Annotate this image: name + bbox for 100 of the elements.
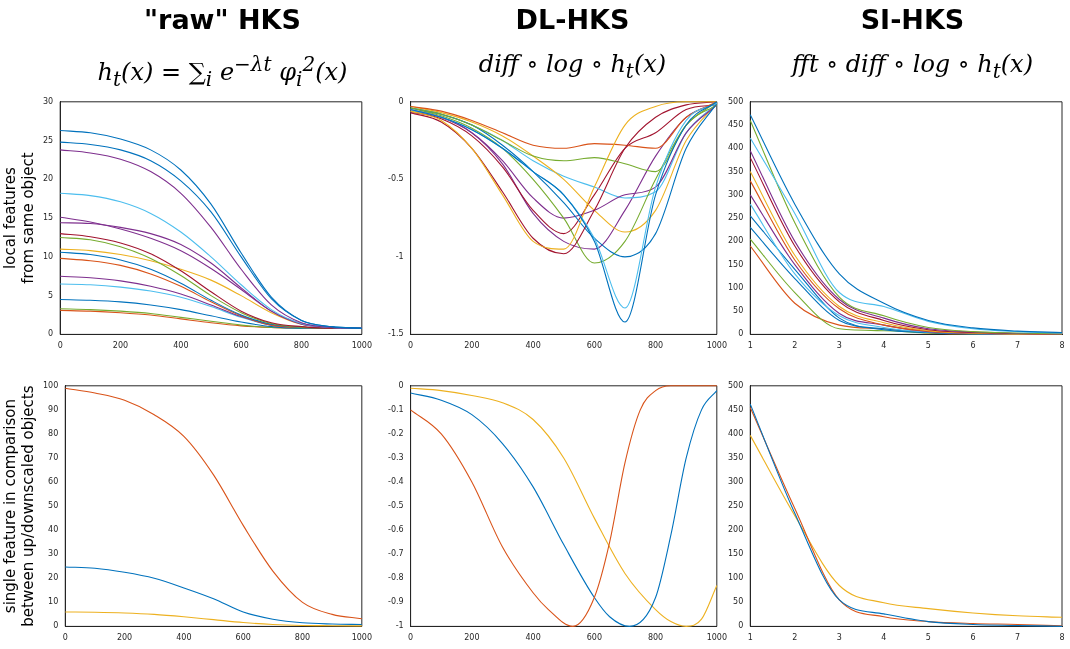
text: h$_{t}$(x) = ∑$_{i}$ e$^{−λt}$ φ$_{i}$$^{2}$(x) <box>97 52 348 91</box>
y-tick-label: 0 <box>398 380 404 390</box>
x-tick-label: 800 <box>647 633 664 643</box>
y-tick-label: 250 <box>727 213 744 223</box>
y-tick-label: -0.3 <box>388 453 404 463</box>
x-tick-label: 3 <box>836 341 842 351</box>
chart-subtitle: fft ∘ diff ∘ log ∘ h$_{t}$(x) <box>789 49 1034 85</box>
x-tick-label: 6 <box>970 633 976 643</box>
x-tick-label: 1000 <box>706 633 727 643</box>
x-tick-label: 1000 <box>351 633 372 643</box>
x-tick-label: 5 <box>925 633 931 643</box>
y-tick-label: 30 <box>42 96 54 106</box>
chart-subtitle: diff ∘ log ∘ h$_{t}$(x) <box>477 49 668 85</box>
y-tick-label: 0 <box>738 329 744 339</box>
y-tick-label: 150 <box>727 259 744 269</box>
x-tick-label: 400 <box>173 341 189 351</box>
x-tick-label: 4 <box>881 341 887 351</box>
y-tick-label: 0 <box>398 96 404 106</box>
y-tick-label: 200 <box>727 525 744 535</box>
x-tick-label: 7 <box>1014 633 1021 643</box>
y-tick-label: 400 <box>727 143 744 153</box>
y-tick-label: 200 <box>727 236 744 246</box>
y-tick-label: 100 <box>42 380 59 390</box>
y-tick-label: 500 <box>727 96 744 106</box>
y-axis-title: single feature in comparison between up/downscaled objects <box>0 385 37 627</box>
x-tick-label: 600 <box>586 341 602 351</box>
y-tick-label: 0 <box>48 329 54 339</box>
y-tick-label: 80 <box>48 429 59 438</box>
y-tick-label: 60 <box>48 477 59 487</box>
x-tick-label: 7 <box>1014 341 1021 351</box>
y-tick-label: 30 <box>48 549 59 559</box>
y-tick-label: 450 <box>727 120 744 130</box>
x-tick-label: 5 <box>925 341 931 351</box>
y-tick-label: 100 <box>727 282 744 292</box>
y-tick-label: -0.8 <box>388 573 404 583</box>
y-tick-label: 50 <box>48 501 59 511</box>
y-tick-label: -0.9 <box>388 597 404 607</box>
x-tick-label: 0 <box>62 633 68 643</box>
y-tick-label: 350 <box>727 453 744 463</box>
y-tick-label: -0.7 <box>388 549 404 559</box>
x-tick-label: 400 <box>176 633 192 643</box>
y-tick-label: -1 <box>395 251 404 261</box>
y-tick-label: 15 <box>42 213 54 223</box>
y-tick-label: 10 <box>48 597 59 607</box>
x-tick-label: 1 <box>747 341 753 351</box>
y-tick-label: 500 <box>727 380 744 390</box>
y-tick-label: 5 <box>48 290 54 300</box>
x-tick-label: 1000 <box>351 341 372 351</box>
chart-title: "raw" HKS <box>143 3 302 37</box>
x-tick-label: 800 <box>647 341 664 351</box>
y-tick-label: -0.2 <box>388 429 404 438</box>
y-tick-label: 10 <box>42 251 54 261</box>
x-tick-label: 200 <box>116 633 133 643</box>
y-tick-label: 20 <box>48 573 59 583</box>
chart-title: SI-HKS <box>859 3 966 37</box>
y-tick-label: 0 <box>53 621 59 631</box>
x-tick-label: 200 <box>112 341 129 351</box>
x-tick-label: 8 <box>1059 341 1065 351</box>
x-tick-label: 4 <box>881 633 887 643</box>
y-tick-label: 0 <box>738 621 744 631</box>
y-tick-label: 40 <box>48 525 59 535</box>
x-tick-label: 400 <box>525 633 541 643</box>
x-tick-label: 0 <box>408 633 414 643</box>
x-tick-label: 600 <box>586 633 602 643</box>
x-tick-label: 2 <box>792 341 798 351</box>
x-tick-label: 200 <box>464 341 480 351</box>
y-tick-label: 250 <box>727 501 744 511</box>
y-tick-label: -0.6 <box>388 525 404 535</box>
x-tick-label: 3 <box>836 633 842 643</box>
y-tick-label: -0.5 <box>388 501 404 511</box>
x-tick-label: 600 <box>235 633 251 643</box>
y-tick-label: 70 <box>48 453 59 463</box>
y-tick-label: 50 <box>733 597 744 607</box>
y-tick-label: -1 <box>395 621 404 631</box>
x-tick-label: 1000 <box>706 341 727 351</box>
y-tick-label: 25 <box>42 135 54 145</box>
y-tick-label: 450 <box>727 404 744 414</box>
x-tick-label: 400 <box>525 341 541 351</box>
x-tick-label: 0 <box>408 341 414 351</box>
x-tick-label: 8 <box>1059 633 1065 643</box>
y-tick-label: 300 <box>727 477 744 487</box>
x-tick-label: 800 <box>293 341 310 351</box>
y-tick-label: -0.5 <box>388 174 404 184</box>
x-tick-label: 200 <box>464 633 480 643</box>
x-tick-label: 2 <box>792 633 798 643</box>
y-tick-label: -0.4 <box>388 477 404 487</box>
y-tick-label: 50 <box>733 306 744 316</box>
y-tick-label: 20 <box>42 174 54 184</box>
y-tick-label: 150 <box>727 549 744 559</box>
y-tick-label: 400 <box>727 429 744 438</box>
y-tick-label: 100 <box>727 573 744 583</box>
x-tick-label: 600 <box>233 341 249 351</box>
x-tick-label: 6 <box>970 341 976 351</box>
y-tick-label: 300 <box>727 189 744 199</box>
y-tick-label: 350 <box>727 166 744 176</box>
x-tick-label: 1 <box>747 633 753 643</box>
y-tick-label: -0.1 <box>388 404 404 414</box>
y-axis-title: local features from same object <box>0 152 37 284</box>
y-tick-label: 90 <box>48 404 59 414</box>
y-tick-label: -1.5 <box>388 329 404 339</box>
